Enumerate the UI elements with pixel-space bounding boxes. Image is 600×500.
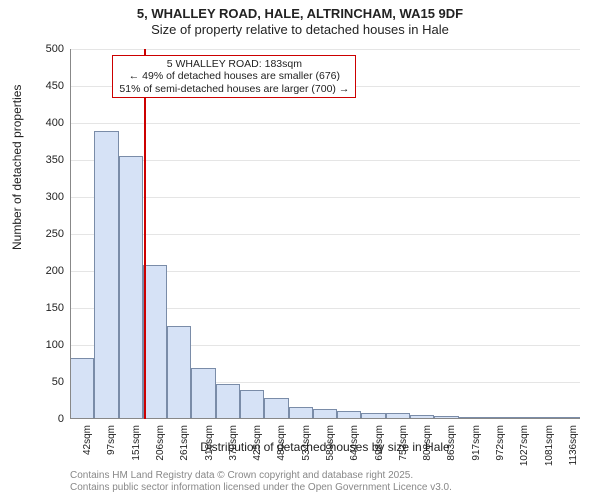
plot-area: 05010015020025030035040045050042sqm97sqm… bbox=[70, 49, 580, 419]
histogram-bar bbox=[264, 398, 288, 419]
histogram-bar bbox=[70, 358, 94, 419]
gridline bbox=[70, 234, 580, 235]
annotation-line-2: ← 49% of detached houses are smaller (67… bbox=[119, 70, 349, 83]
y-axis bbox=[70, 49, 71, 419]
y-tick-label: 350 bbox=[46, 154, 64, 166]
chart-subtitle: Size of property relative to detached ho… bbox=[0, 22, 600, 38]
y-axis-label: Number of detached properties bbox=[10, 85, 24, 250]
y-tick-label: 50 bbox=[52, 376, 64, 388]
indicator-line bbox=[144, 49, 146, 419]
y-tick-label: 250 bbox=[46, 228, 64, 240]
footer-line-1: Contains HM Land Registry data © Crown c… bbox=[70, 470, 452, 482]
y-tick-label: 400 bbox=[46, 117, 64, 129]
chart-title: 5, WHALLEY ROAD, HALE, ALTRINCHAM, WA15 … bbox=[0, 0, 600, 22]
histogram-bar bbox=[94, 131, 118, 418]
y-tick-label: 450 bbox=[46, 80, 64, 92]
gridline bbox=[70, 197, 580, 198]
histogram-bar bbox=[119, 156, 143, 419]
x-axis bbox=[70, 418, 580, 419]
y-tick-label: 500 bbox=[46, 43, 64, 55]
y-tick-label: 200 bbox=[46, 265, 64, 277]
annotation-line-3: 51% of semi-detached houses are larger (… bbox=[119, 83, 349, 96]
gridline bbox=[70, 160, 580, 161]
chart-container: 5, WHALLEY ROAD, HALE, ALTRINCHAM, WA15 … bbox=[0, 0, 600, 500]
annotation-line-1: 5 WHALLEY ROAD: 183sqm bbox=[119, 58, 349, 71]
histogram-bar bbox=[216, 384, 240, 419]
y-tick-label: 100 bbox=[46, 339, 64, 351]
histogram-bar bbox=[191, 368, 215, 418]
footer-line-2: Contains public sector information licen… bbox=[70, 482, 452, 494]
y-tick-label: 150 bbox=[46, 302, 64, 314]
histogram-bar bbox=[240, 390, 264, 418]
gridline bbox=[70, 123, 580, 124]
y-tick-label: 0 bbox=[58, 413, 64, 425]
x-axis-label: Distribution of detached houses by size … bbox=[70, 440, 580, 454]
histogram-bar bbox=[167, 326, 191, 419]
chart-footer: Contains HM Land Registry data © Crown c… bbox=[70, 470, 452, 494]
annotation-box: 5 WHALLEY ROAD: 183sqm← 49% of detached … bbox=[112, 55, 356, 99]
histogram-bar bbox=[143, 265, 167, 419]
gridline bbox=[70, 49, 580, 50]
y-tick-label: 300 bbox=[46, 191, 64, 203]
